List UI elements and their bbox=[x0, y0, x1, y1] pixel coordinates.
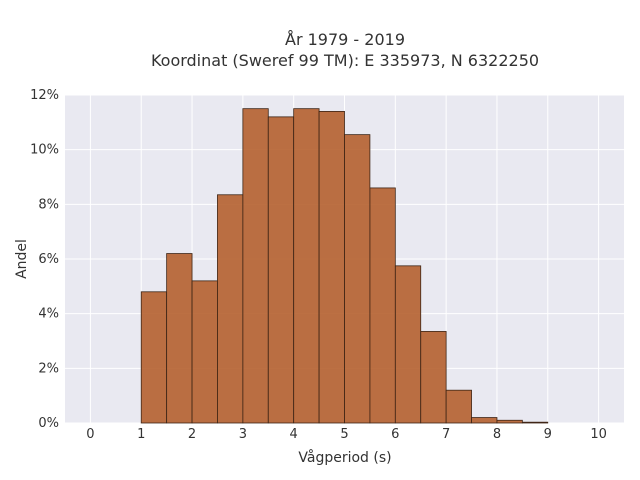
histogram-bar bbox=[293, 108, 320, 424]
histogram-bar bbox=[166, 253, 193, 424]
x-tick-label: 6 bbox=[391, 427, 399, 442]
x-tick-label: 10 bbox=[590, 427, 607, 442]
chart-title-line1: År 1979 - 2019 bbox=[285, 30, 405, 49]
y-ticks: 0% 2% 4% 6% 8% 10% 12% bbox=[30, 88, 59, 431]
x-tick-label: 4 bbox=[290, 427, 298, 442]
histogram-bar bbox=[521, 421, 549, 424]
histogram-bar bbox=[471, 417, 498, 424]
histogram-bar bbox=[394, 265, 422, 424]
histogram-bar bbox=[267, 116, 295, 424]
histogram-bar bbox=[140, 291, 168, 424]
bars-group bbox=[140, 108, 549, 424]
histogram-bar bbox=[344, 134, 371, 424]
histogram-bar bbox=[420, 331, 447, 424]
y-tick-label: 8% bbox=[38, 197, 59, 212]
x-axis-label: Vågperiod (s) bbox=[298, 449, 391, 466]
histogram-bar bbox=[445, 389, 472, 424]
y-tick-label: 6% bbox=[38, 252, 59, 267]
histogram-bar bbox=[191, 280, 218, 424]
histogram-bar bbox=[318, 111, 345, 424]
y-tick-label: 2% bbox=[38, 361, 59, 376]
y-tick-label: 10% bbox=[30, 143, 59, 158]
x-tick-label: 9 bbox=[544, 427, 552, 442]
x-tick-label: 7 bbox=[442, 427, 450, 442]
histogram-bar bbox=[217, 194, 244, 424]
x-tick-label: 0 bbox=[86, 427, 94, 442]
y-tick-label: 0% bbox=[38, 416, 59, 431]
histogram-bar bbox=[242, 108, 269, 424]
y-axis-label: Andel bbox=[14, 239, 30, 279]
chart-title-line2: Koordinat (Sweref 99 TM): E 335973, N 63… bbox=[151, 51, 539, 70]
x-tick-label: 1 bbox=[137, 427, 145, 442]
x-tick-label: 2 bbox=[188, 427, 196, 442]
x-tick-label: 5 bbox=[340, 427, 348, 442]
x-tick-label: 8 bbox=[493, 427, 501, 442]
histogram-bar bbox=[496, 419, 523, 424]
x-tick-label: 3 bbox=[239, 427, 247, 442]
histogram-bar bbox=[369, 187, 396, 424]
x-ticks: 0 1 2 3 4 5 6 7 8 9 10 bbox=[86, 427, 607, 442]
y-tick-label: 4% bbox=[38, 307, 59, 322]
y-tick-label: 12% bbox=[30, 88, 59, 103]
